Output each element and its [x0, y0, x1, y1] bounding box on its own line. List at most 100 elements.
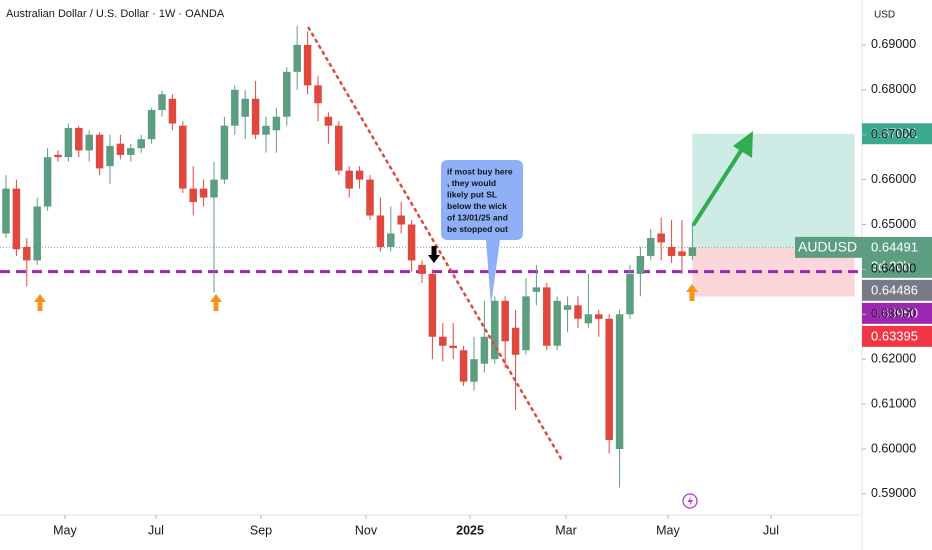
candle-body — [75, 127, 83, 151]
note-line: , they would — [447, 178, 496, 188]
candle-body — [626, 273, 634, 315]
candle-body — [220, 125, 229, 180]
candle-body — [179, 125, 187, 189]
candle-body — [12, 188, 21, 250]
candle-body — [532, 287, 541, 292]
candle-body — [636, 255, 645, 274]
candle-body — [158, 94, 166, 111]
event-icon — [682, 493, 698, 509]
candle-body — [355, 170, 364, 180]
y-tick-label: 0.67000 — [871, 127, 916, 141]
chart-title: Australian Dollar / U.S. Dollar · 1W · O… — [6, 8, 225, 20]
candle-body — [251, 98, 260, 135]
plot — [0, 26, 862, 488]
candle-body — [85, 134, 93, 151]
price-tag-label: 0.64486 — [871, 282, 918, 297]
y-tick-label: 0.59000 — [871, 486, 916, 500]
candle-body — [324, 116, 333, 126]
candle-body — [293, 44, 301, 72]
bubble-shape — [441, 160, 523, 306]
x-tick-label: Mar — [555, 523, 577, 537]
candle-body — [647, 237, 655, 256]
candle-body — [459, 350, 468, 382]
y-tick-label: 0.61000 — [871, 396, 916, 410]
x-tick-label: May — [656, 523, 680, 537]
candle-body — [449, 345, 457, 348]
candle-body — [366, 179, 374, 216]
last-price-label: 0.64491 — [871, 239, 918, 254]
candle-body — [95, 134, 104, 169]
candle-body — [231, 89, 239, 126]
candle-body — [116, 143, 125, 155]
candle-body — [511, 327, 520, 355]
candle-body — [189, 188, 197, 203]
candle-body — [553, 300, 561, 346]
candle-body — [491, 300, 499, 360]
candle-body — [584, 314, 593, 324]
candle-body — [574, 305, 582, 319]
candle-body — [199, 188, 208, 198]
event-bolt — [687, 496, 693, 507]
y-tick-label: 0.65000 — [871, 217, 916, 231]
price-tag — [862, 123, 932, 145]
candle-body — [605, 318, 613, 441]
price-tag-label: 0.63395 — [871, 328, 918, 343]
position-zones — [692, 133, 855, 297]
up-arrow — [210, 294, 222, 311]
candle-body — [667, 246, 676, 256]
symbol-tag — [795, 236, 862, 258]
y-tick-label: 0.63000 — [871, 307, 916, 321]
note-line: if most buy here — [447, 166, 513, 176]
candle-body — [470, 359, 478, 382]
currency-label: USD — [874, 10, 895, 21]
y-tick-label: 0.66000 — [871, 172, 916, 186]
price-tag — [862, 302, 932, 324]
candle-body — [2, 188, 10, 234]
candle-body — [272, 116, 281, 131]
y-tick-label: 0.69000 — [871, 37, 916, 51]
candle-body — [127, 148, 135, 155]
note-line: below the wick — [447, 201, 507, 211]
candle-body — [657, 233, 665, 243]
candle-body — [522, 296, 530, 351]
price-tag-label: 0.63950 — [871, 305, 918, 320]
candle-body — [439, 336, 447, 346]
price-tags: 0.67021 AUDUSD 0.64491 3d 20h 0.64486 0.63950… — [795, 123, 932, 347]
x-tick-label: Jul — [763, 523, 779, 537]
profit-zone — [692, 133, 855, 248]
candle-body — [345, 170, 353, 189]
price-tag — [862, 279, 932, 301]
candle-body — [501, 300, 509, 342]
candle-body — [168, 98, 177, 124]
y-tick-label: 0.64000 — [871, 262, 916, 276]
x-tick-label: Sep — [250, 523, 272, 537]
x-tick-label: Nov — [355, 523, 378, 537]
candle-body — [54, 154, 62, 158]
last-price-tag — [862, 236, 932, 278]
x-tick-label: Jul — [148, 523, 164, 537]
target-arrowhead — [733, 131, 753, 158]
note-line: be stopped out — [447, 224, 508, 234]
target-arrow — [692, 144, 746, 226]
price-tag — [862, 325, 932, 347]
price-tag-label: 0.67021 — [871, 126, 918, 141]
note-line: of 13/01/25 and — [447, 212, 508, 222]
candle-body — [43, 157, 52, 207]
candle-body — [543, 287, 551, 346]
candle-body — [407, 224, 416, 261]
y-tick-label: 0.68000 — [871, 82, 916, 96]
x-tick-label: May — [53, 523, 77, 537]
candle-body — [387, 233, 395, 247]
candle-body — [563, 305, 572, 310]
countdown-label: 3d 20h — [871, 258, 911, 273]
candle-body — [335, 125, 343, 171]
y-tick-label: 0.62000 — [871, 351, 916, 365]
candle-body — [137, 139, 145, 149]
candle-body — [147, 110, 156, 140]
trend-line — [307, 26, 565, 464]
